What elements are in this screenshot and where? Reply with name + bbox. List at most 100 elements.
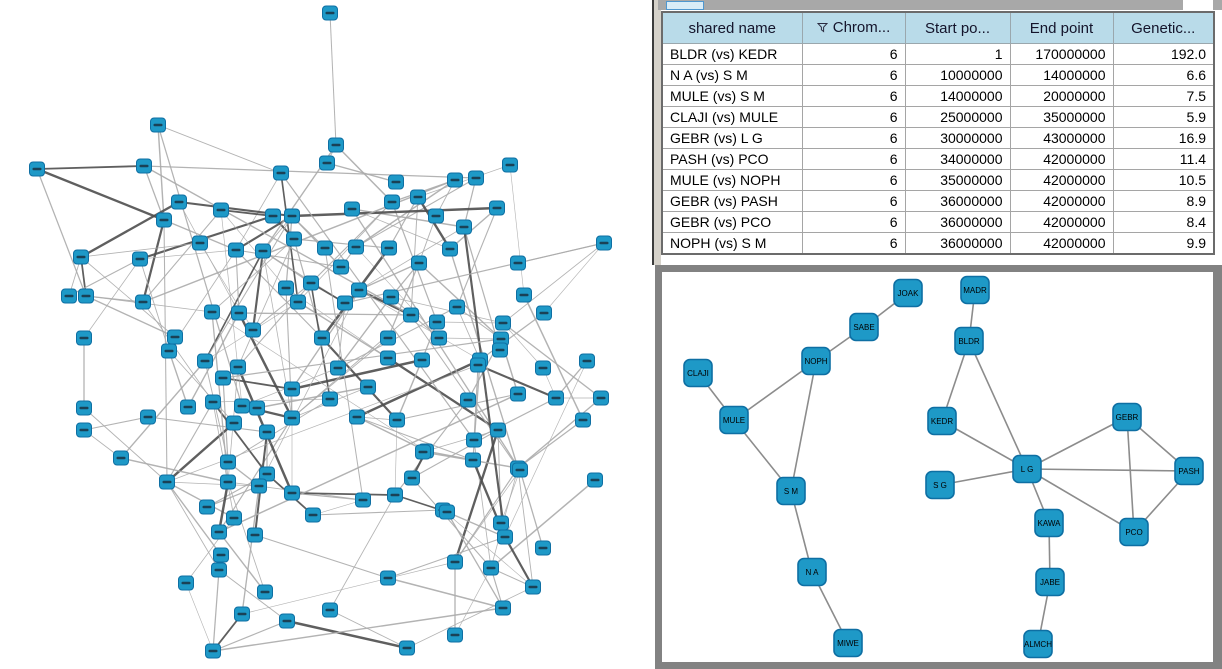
filter-funnel-icon[interactable] (816, 20, 828, 37)
network-node[interactable] (156, 212, 172, 228)
network-node[interactable] (234, 398, 250, 414)
cell-genetic[interactable]: 8.9 (1112, 190, 1215, 212)
network-node-jabe[interactable]: JABE (1035, 567, 1065, 597)
network-node-almch[interactable]: ALMCH (1023, 629, 1053, 659)
cell-chrom[interactable]: 6 (801, 190, 906, 212)
cell-chrom[interactable]: 6 (801, 106, 906, 128)
network-node[interactable] (251, 478, 267, 494)
network-node[interactable] (197, 353, 213, 369)
column-header-start-po[interactable]: Start po... (904, 11, 1011, 44)
network-node[interactable] (113, 450, 129, 466)
cell-shared-name[interactable]: GEBR (vs) PCO (661, 211, 803, 233)
network-node[interactable] (447, 554, 463, 570)
node-shape[interactable] (927, 406, 957, 436)
network-node[interactable] (265, 208, 281, 224)
network-node[interactable] (575, 412, 591, 428)
network-node[interactable] (429, 314, 445, 330)
network-node[interactable] (211, 562, 227, 578)
network-node[interactable] (351, 282, 367, 298)
network-node[interactable] (439, 504, 455, 520)
network-node[interactable] (286, 231, 302, 247)
node-shape[interactable] (797, 557, 827, 587)
cell-end-point[interactable]: 42000000 (1009, 148, 1114, 170)
network-node-joak[interactable]: JOAK (893, 278, 923, 308)
node-shape[interactable] (1023, 629, 1053, 659)
cell-start-po[interactable]: 25000000 (904, 106, 1011, 128)
network-node[interactable] (228, 242, 244, 258)
network-node[interactable] (414, 352, 430, 368)
network-node[interactable] (180, 399, 196, 415)
node-shape[interactable] (893, 278, 923, 308)
node-shape[interactable] (1035, 567, 1065, 597)
table-row[interactable]: PASH (vs) PCO 6 34000000 42000000 11.4 (661, 148, 1215, 170)
network-node[interactable] (199, 499, 215, 515)
node-shape[interactable] (801, 346, 831, 376)
network-node[interactable] (404, 470, 420, 486)
cell-genetic[interactable]: 6.6 (1112, 64, 1215, 86)
table-horizontal-scrollbar[interactable] (658, 0, 1222, 10)
column-header-end-point[interactable]: End point (1009, 11, 1114, 44)
column-header-shared-name[interactable]: shared name (661, 11, 803, 44)
network-node[interactable] (204, 304, 220, 320)
graph-edge-l-g-pco[interactable] (1026, 468, 1135, 533)
network-node[interactable] (596, 235, 612, 251)
cell-shared-name[interactable]: MULE (vs) NOPH (661, 169, 803, 191)
cell-chrom[interactable]: 6 (801, 148, 906, 170)
network-node[interactable] (279, 613, 295, 629)
network-node[interactable] (495, 315, 511, 331)
network-node[interactable] (322, 5, 338, 21)
cell-chrom[interactable]: 6 (801, 169, 906, 191)
network-node[interactable] (483, 560, 499, 576)
network-node[interactable] (516, 287, 532, 303)
network-node[interactable] (492, 342, 508, 358)
network-node[interactable] (284, 381, 300, 397)
network-node[interactable] (510, 255, 526, 271)
network-node[interactable] (490, 422, 506, 438)
node-shape[interactable] (719, 405, 749, 435)
network-node[interactable] (410, 189, 426, 205)
network-node[interactable] (273, 165, 289, 181)
network-node[interactable] (211, 524, 227, 540)
network-node[interactable] (278, 280, 294, 296)
network-node[interactable] (73, 249, 89, 265)
column-header-chrom[interactable]: Chrom... (801, 11, 906, 44)
cell-end-point[interactable]: 43000000 (1009, 127, 1114, 149)
network-node[interactable] (330, 360, 346, 376)
network-node[interactable] (213, 202, 229, 218)
cell-genetic[interactable]: 5.9 (1112, 106, 1215, 128)
network-node[interactable] (205, 643, 221, 659)
network-node[interactable] (381, 240, 397, 256)
table-row[interactable]: N A (vs) S M 6 10000000 14000000 6.6 (661, 64, 1215, 86)
network-node-mule[interactable]: MULE (719, 405, 749, 435)
network-node[interactable] (380, 330, 396, 346)
network-node-sabe[interactable]: SABE (849, 312, 879, 342)
network-node[interactable] (150, 117, 166, 133)
network-node[interactable] (403, 307, 419, 323)
cell-chrom[interactable]: 6 (801, 64, 906, 86)
cell-shared-name[interactable]: GEBR (vs) L G (661, 127, 803, 149)
cell-chrom[interactable]: 6 (801, 85, 906, 107)
network-node-bldr[interactable]: BLDR (954, 326, 984, 356)
network-node[interactable] (61, 288, 77, 304)
network-node[interactable] (431, 330, 447, 346)
cell-end-point[interactable]: 42000000 (1009, 232, 1114, 255)
cell-start-po[interactable]: 35000000 (904, 169, 1011, 191)
table-row[interactable]: MULE (vs) NOPH 6 35000000 42000000 10.5 (661, 169, 1215, 191)
network-node[interactable] (257, 584, 273, 600)
network-node[interactable] (171, 194, 187, 210)
cell-genetic[interactable]: 16.9 (1112, 127, 1215, 149)
node-shape[interactable] (1034, 508, 1064, 538)
cell-genetic[interactable]: 11.4 (1112, 148, 1215, 170)
network-node-gebr[interactable]: GEBR (1112, 402, 1142, 432)
network-node[interactable] (132, 251, 148, 267)
network-node[interactable] (502, 157, 518, 173)
cell-end-point[interactable]: 20000000 (1009, 85, 1114, 107)
network-node[interactable] (305, 507, 321, 523)
cell-start-po[interactable]: 30000000 (904, 127, 1011, 149)
node-shape[interactable] (833, 628, 863, 658)
scrollbar-thumb[interactable] (666, 1, 704, 10)
network-node[interactable] (205, 394, 221, 410)
cell-genetic[interactable]: 8.4 (1112, 211, 1215, 233)
cell-start-po[interactable]: 10000000 (904, 64, 1011, 86)
network-node[interactable] (317, 240, 333, 256)
